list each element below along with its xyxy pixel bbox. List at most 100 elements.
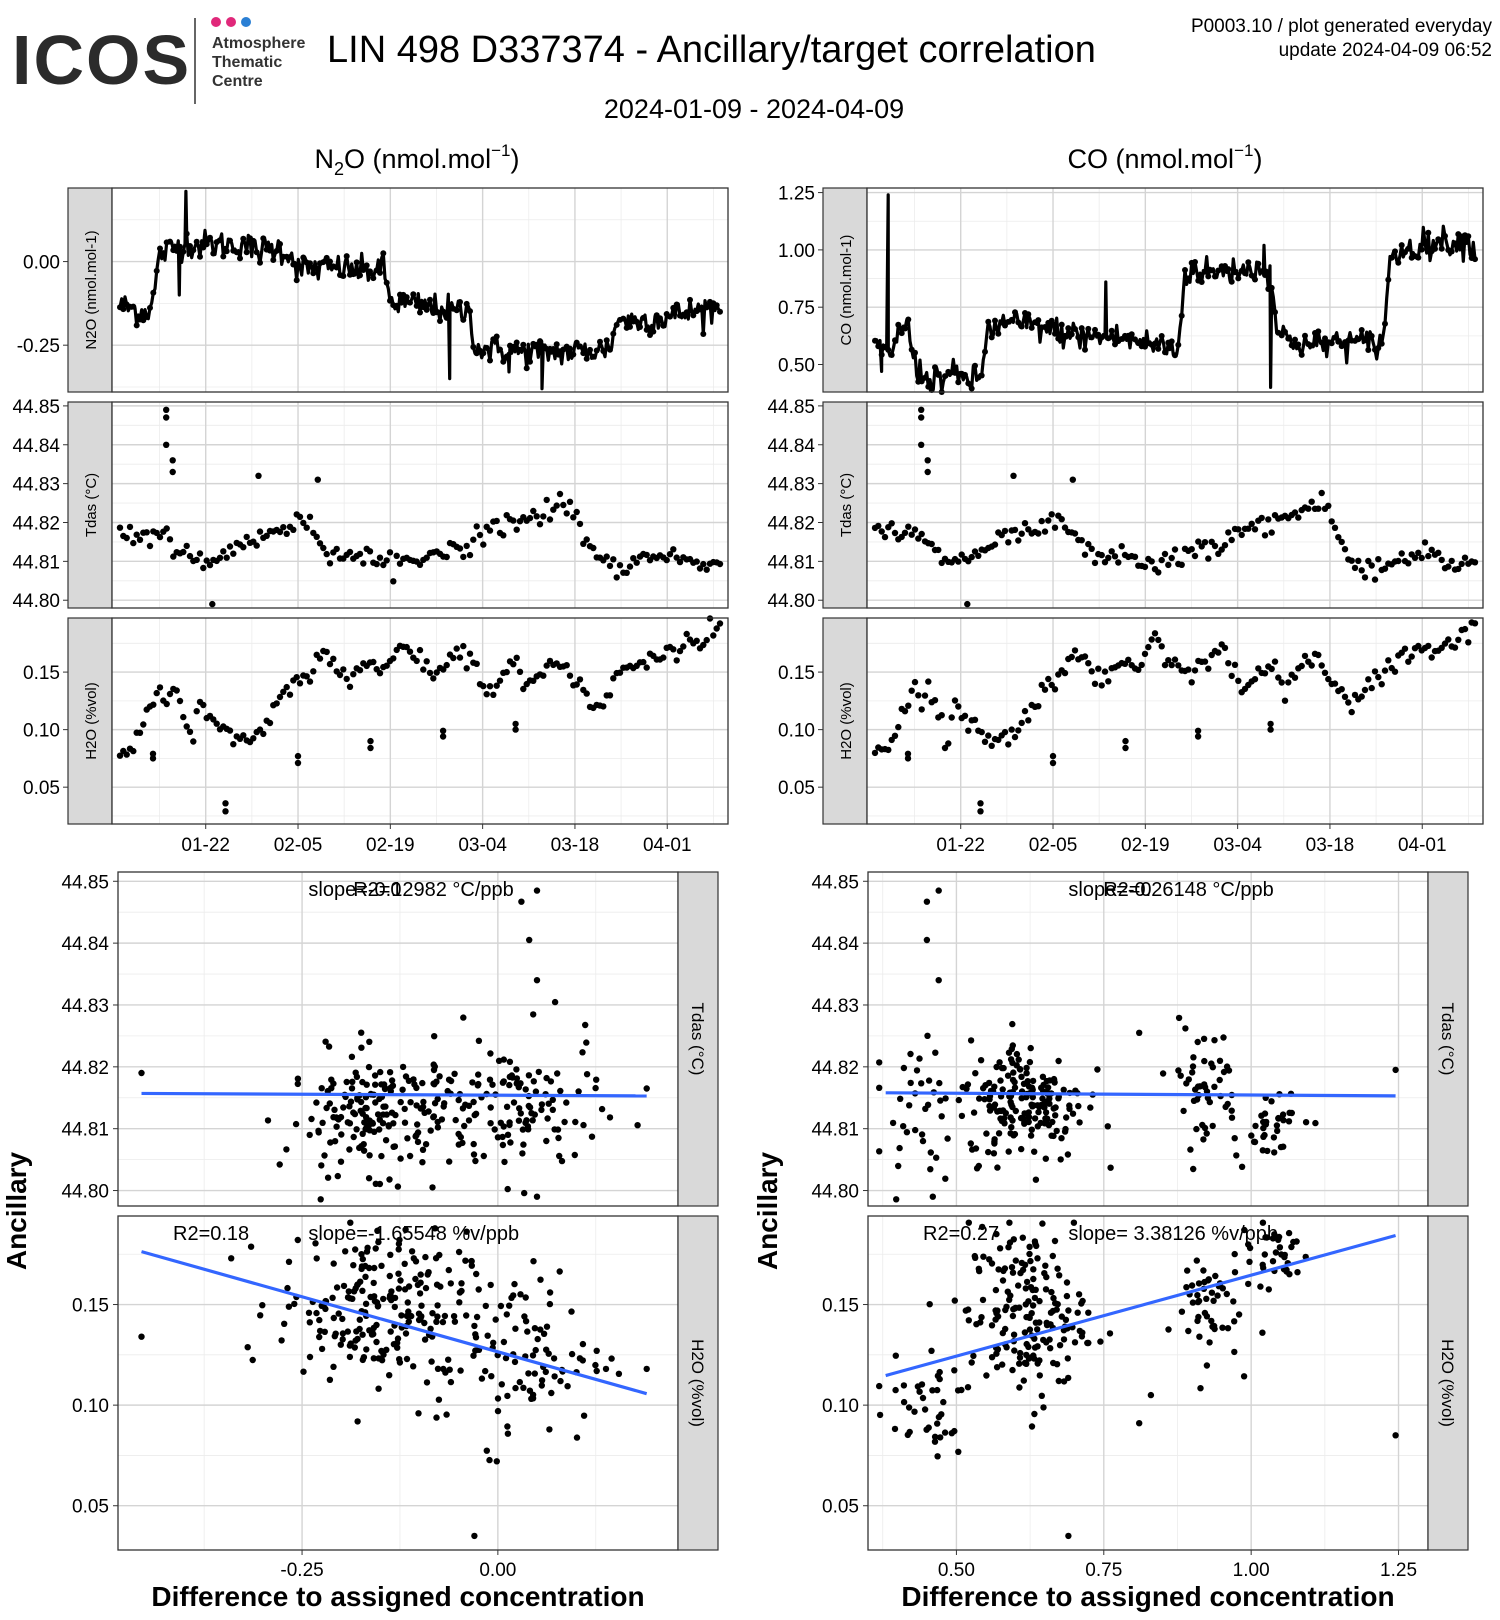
data-point: [467, 308, 473, 315]
data-point: [1068, 653, 1075, 661]
data-point: [369, 1329, 376, 1336]
data-point: [567, 345, 573, 352]
data-point: [362, 1273, 369, 1281]
data-point: [1375, 345, 1382, 351]
data-point: [979, 1296, 987, 1304]
data-point: [713, 625, 720, 632]
data-point: [169, 468, 176, 476]
data-point: [996, 1059, 1003, 1066]
data-point: [426, 669, 434, 677]
data-point: [1371, 668, 1379, 675]
data-point: [1155, 636, 1162, 644]
y-tick-label: 44.83: [12, 475, 60, 496]
column-title-part: −1: [491, 141, 510, 160]
data-point: [1191, 667, 1199, 674]
data-point: [878, 528, 885, 535]
data-point: [422, 1141, 430, 1148]
data-point: [1035, 317, 1042, 324]
data-point: [522, 1086, 529, 1093]
data-point: [643, 326, 650, 333]
data-point: [598, 1105, 606, 1113]
data-point: [1034, 1255, 1041, 1262]
data-point: [643, 664, 650, 671]
data-point: [1021, 1119, 1028, 1126]
data-point: [1165, 657, 1172, 664]
plot-background: [118, 1216, 678, 1550]
y-tick-label: 0.05: [778, 778, 815, 799]
data-point: [348, 1053, 356, 1061]
data-point: [1004, 1072, 1012, 1079]
data-point: [1338, 686, 1345, 693]
data-point: [875, 343, 882, 350]
data-point: [1418, 246, 1425, 253]
data-point: [570, 351, 577, 358]
data-point: [637, 324, 643, 330]
data-point: [461, 1122, 468, 1130]
data-point: [259, 1302, 266, 1309]
data-point: [1365, 347, 1372, 353]
data-point: [673, 301, 680, 308]
data-point: [278, 1337, 285, 1344]
data-point: [433, 309, 440, 316]
data-point: [193, 708, 200, 715]
data-point: [526, 1104, 534, 1111]
data-point: [1308, 342, 1315, 349]
data-point: [968, 1359, 975, 1366]
data-point: [995, 1266, 1002, 1273]
data-point: [1208, 1060, 1215, 1067]
data-point: [177, 243, 183, 250]
data-point: [1108, 327, 1115, 334]
data-point: [1228, 1107, 1235, 1114]
data-point: [367, 744, 374, 752]
data-point: [1131, 553, 1139, 560]
data-point: [997, 1077, 1004, 1084]
data-point: [329, 1294, 336, 1302]
data-point: [333, 1114, 340, 1121]
data-point: [550, 346, 557, 352]
data-point: [888, 352, 895, 358]
data-point: [1058, 321, 1065, 328]
y-tick-label: 0.75: [778, 298, 815, 319]
data-point: [1322, 335, 1328, 342]
data-point: [445, 1266, 452, 1274]
data-point: [1025, 1114, 1033, 1121]
data-point: [577, 343, 583, 350]
data-point: [530, 677, 537, 684]
data-point: [1039, 1220, 1046, 1227]
data-point: [434, 1124, 442, 1131]
data-point: [676, 647, 684, 655]
data-point: [1268, 665, 1275, 673]
data-point: [975, 1162, 982, 1170]
data-point: [510, 343, 517, 350]
data-point: [1258, 514, 1265, 522]
data-point: [497, 346, 503, 353]
data-point: [1105, 335, 1112, 342]
data-point: [140, 721, 147, 728]
data-point: [1165, 561, 1172, 569]
data-point: [537, 1276, 544, 1283]
data-point: [1017, 1269, 1024, 1277]
y-tick-label: 44.83: [61, 996, 109, 1017]
data-point: [180, 248, 187, 255]
data-point: [616, 669, 624, 676]
data-point: [697, 306, 703, 313]
data-point: [1025, 1313, 1033, 1321]
data-point: [933, 1154, 940, 1161]
data-point: [923, 936, 931, 944]
data-point: [529, 1117, 536, 1124]
data-point: [510, 517, 517, 524]
data-point: [359, 1331, 366, 1338]
data-point: [1027, 1257, 1034, 1265]
data-point: [985, 732, 992, 739]
data-point: [503, 668, 510, 676]
data-point: [487, 1050, 494, 1057]
data-point: [572, 1118, 579, 1126]
facet-strip: [1427, 1215, 1469, 1551]
data-point: [320, 544, 327, 552]
data-point: [358, 1263, 366, 1270]
data-point: [934, 1453, 941, 1460]
data-point: [1051, 686, 1059, 693]
data-point: [1194, 733, 1202, 740]
data-point: [537, 338, 543, 345]
